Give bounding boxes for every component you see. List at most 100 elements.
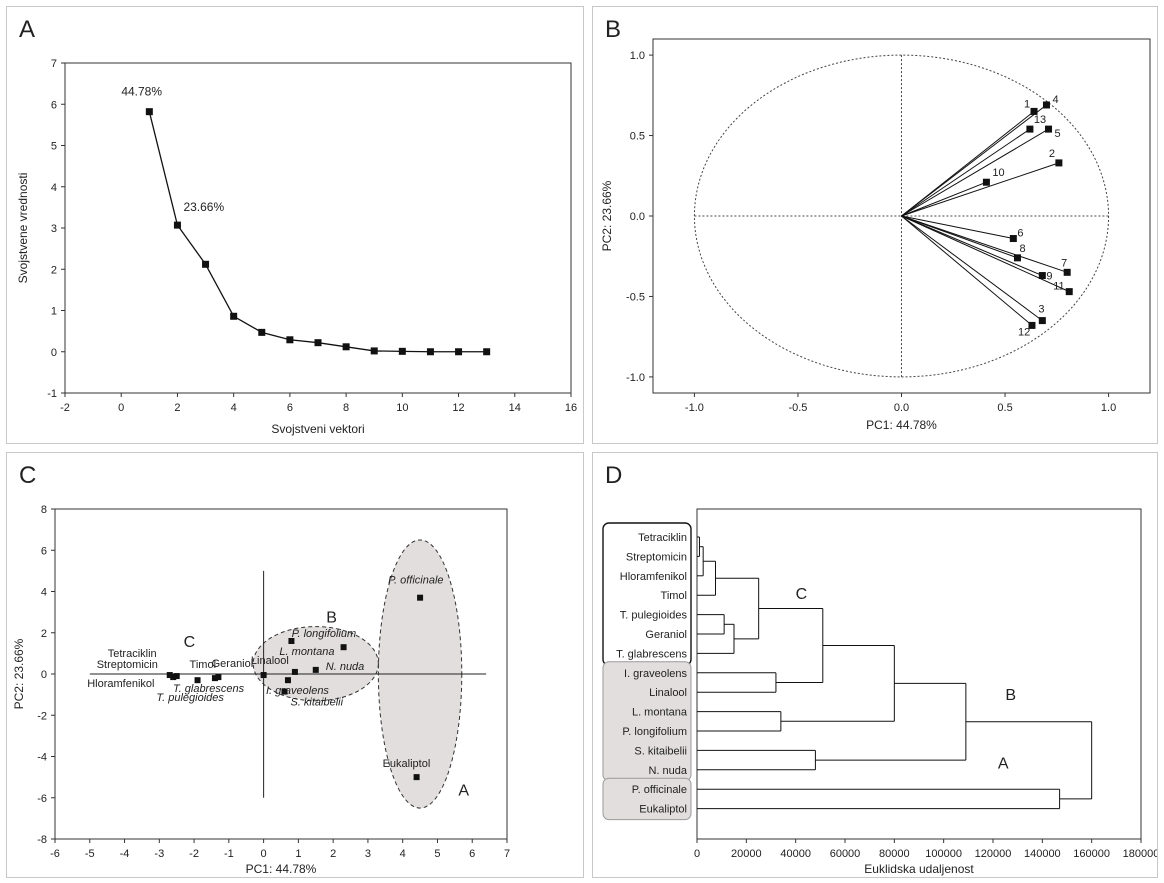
data-point (202, 260, 210, 268)
x-tick-label: 2 (330, 848, 336, 860)
x-axis-label: Euklidska udaljenost (864, 862, 974, 876)
loading-label: 1 (1024, 98, 1030, 110)
y-tick-label: 0 (51, 347, 57, 359)
group-label: A (458, 783, 469, 800)
data-point (173, 673, 180, 680)
leaf-label: Timol (661, 590, 687, 602)
data-point (1028, 321, 1036, 329)
y-tick-label: 2 (51, 264, 57, 276)
data-point (417, 594, 424, 601)
data-point (1030, 107, 1038, 115)
x-tick-label: 8 (343, 402, 349, 414)
panel-a-letter: A (19, 16, 35, 43)
x-tick-label: 160000 (1073, 848, 1110, 860)
data-point (1042, 101, 1050, 109)
leaf-label: P. officinale (632, 784, 687, 796)
data-point (314, 339, 322, 347)
leaf-label: Hloramfenikol (620, 571, 687, 583)
x-tick-label: 20000 (731, 848, 762, 860)
y-tick-label: 6 (51, 99, 57, 111)
cluster-label: B (1005, 687, 1016, 704)
loading-vector (901, 215, 1043, 276)
loading-vector (901, 215, 1070, 293)
x-tick-label: 0.0 (894, 402, 909, 414)
y-tick-label: -2 (37, 710, 47, 722)
loading-label: 8 (1019, 243, 1025, 255)
cluster-a-box (602, 777, 692, 821)
data-point (398, 347, 406, 355)
y-tick-label: -1.0 (626, 372, 645, 384)
sample-label: Linalool (251, 655, 289, 667)
annotation-label: 44.78% (121, 85, 162, 99)
x-axis-label: PC1: 44.78% (866, 418, 937, 432)
data-point (1038, 272, 1046, 280)
x-tick-label: 0 (118, 402, 124, 414)
data-point (291, 668, 298, 675)
y-tick-label: 8 (41, 504, 47, 516)
x-tick-label: 100000 (925, 848, 962, 860)
x-tick-label: 80000 (879, 848, 910, 860)
x-tick-label: 0 (261, 848, 267, 860)
data-point (1063, 268, 1071, 276)
loading-label: 5 (1055, 128, 1061, 140)
loading-label: 9 (1046, 271, 1052, 283)
leaf-label: Geraniol (645, 629, 687, 641)
sample-label: P. longifolium (292, 628, 357, 640)
y-tick-label: 0.5 (630, 131, 645, 143)
leaf-label: Tetraciklin (638, 532, 687, 544)
y-tick-label: 7 (51, 58, 57, 70)
leaf-label: P. longifolium (622, 726, 687, 738)
cluster-label: C (796, 586, 808, 603)
y-tick-label: 0 (41, 669, 47, 681)
y-axis-label: PC2: 23.66% (12, 638, 26, 709)
panel-b: B -1.0 -0.5 0.0 0.5 1.0 -1.0 -0.5 0.0 0.5 1.0 PC1:… (592, 6, 1158, 444)
group-label: C (184, 634, 196, 651)
loading-label: 13 (1034, 114, 1046, 126)
loading-vector (901, 128, 1049, 217)
x-tick-label: 12 (452, 402, 464, 414)
x-tick-label: -1.0 (685, 402, 704, 414)
leaf-label: N. nuda (648, 765, 687, 777)
data-point (483, 348, 491, 356)
chart-b-svg: B -1.0 -0.5 0.0 0.5 1.0 -1.0 -0.5 0.0 0.5 1.0 PC1:… (600, 16, 1151, 432)
x-tick-label: -6 (50, 848, 60, 860)
y-tick-label: 1 (51, 306, 57, 318)
chart-c-svg: C -6 -5 -4 -3 -2 -1 0 1 2 3 4 5 6 7-8-6-4-202468PC1: … (12, 462, 510, 876)
data-point (258, 328, 266, 336)
data-point (194, 677, 201, 684)
loading-vector (901, 215, 1033, 326)
y-tick-label: 6 (41, 545, 47, 557)
leaf-label: Streptomicin (626, 551, 687, 563)
x-tick-label: 10 (396, 402, 408, 414)
x-tick-label: 140000 (1024, 848, 1061, 860)
plot-frame (696, 508, 1142, 840)
leaf-label: S. kitaibelii (634, 745, 687, 757)
x-tick-label: 2 (174, 402, 180, 414)
loading-vector (901, 162, 1060, 217)
data-point (288, 638, 295, 644)
y-tick-label: 5 (51, 141, 57, 153)
loading-vector (901, 215, 1043, 321)
x-tick-label: 60000 (830, 848, 861, 860)
panel-a: A -2 0 2 4 6 8 10 12 14 16 -1 0 1 2 3 4 5 6 7 Svojstveni ve… (6, 6, 584, 444)
x-axis-label: Svojstveni vektori (271, 422, 364, 436)
loading-label: 7 (1061, 257, 1067, 269)
data-point (173, 221, 181, 229)
sample-label: Geraniol (212, 658, 254, 670)
panel-c-letter: C (19, 462, 36, 489)
loading-vector (901, 215, 1014, 240)
y-tick-label: -1 (47, 388, 57, 400)
sample-label: I. graveolens (266, 685, 329, 697)
panel-b-letter: B (605, 16, 621, 43)
cluster-label: A (998, 755, 1009, 772)
sample-label: Streptomicin (97, 659, 158, 671)
loading-label: 3 (1038, 304, 1044, 316)
loading-label: 12 (1018, 326, 1030, 338)
group-label: B (326, 609, 337, 626)
sample-label: Tetraciklin (108, 648, 157, 660)
x-tick-label: -2 (189, 848, 199, 860)
data-point (145, 108, 153, 116)
y-tick-label: 0.0 (630, 211, 645, 223)
data-point (260, 672, 267, 679)
data-point (166, 672, 173, 679)
